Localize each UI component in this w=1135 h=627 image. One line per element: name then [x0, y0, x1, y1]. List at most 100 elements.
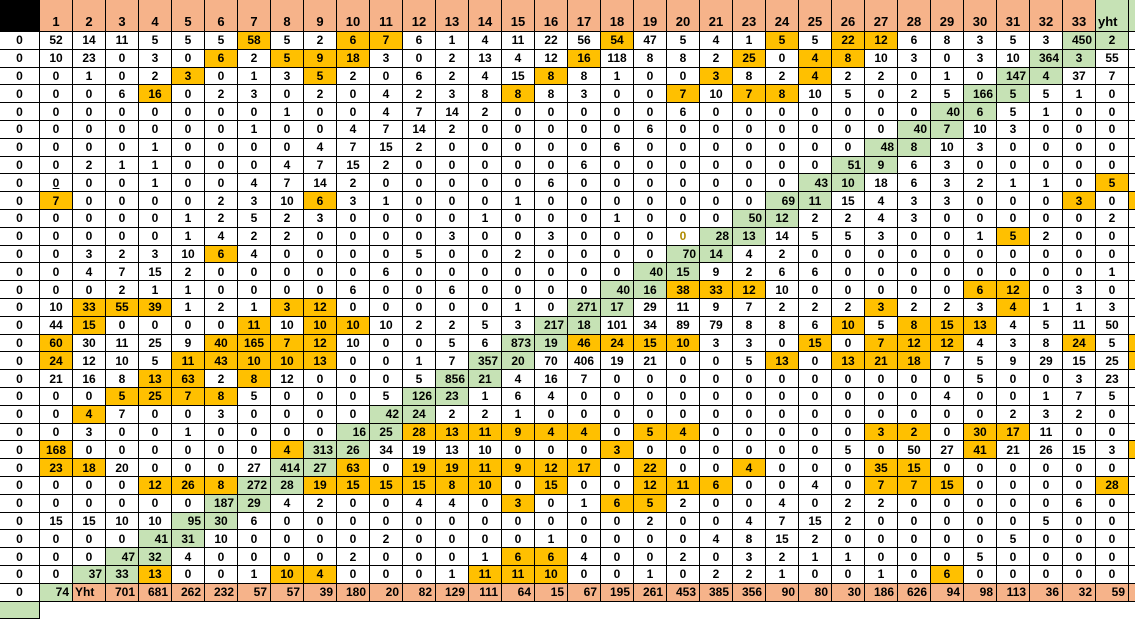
table-cell[interactable]: 59 [1129, 441, 1135, 460]
table-cell[interactable]: 6 [700, 476, 733, 495]
row-header[interactable]: 29 [238, 494, 271, 513]
table-cell[interactable]: 0 [172, 49, 205, 68]
table-cell[interactable]: 0 [304, 423, 337, 442]
table-cell[interactable]: 0 [568, 405, 601, 424]
table-cell[interactable]: 0 [73, 281, 106, 299]
table-cell[interactable]: 0 [1030, 156, 1063, 175]
column-total-cell[interactable]: 98 [964, 583, 997, 602]
table-cell[interactable]: 0 [1030, 138, 1063, 157]
table-cell[interactable]: 2 [832, 209, 865, 228]
table-cell[interactable]: 3 [898, 49, 931, 68]
table-cell[interactable]: 0 [337, 405, 370, 424]
table-cell[interactable]: 4 [436, 494, 469, 513]
table-cell[interactable]: 0 [1063, 565, 1096, 584]
table-cell[interactable]: 6 [799, 316, 832, 335]
column-header[interactable]: 12 [403, 0, 436, 32]
table-cell[interactable]: 0 [403, 512, 436, 531]
table-cell[interactable]: 0 [1030, 494, 1063, 513]
table-cell[interactable]: 0 [0, 281, 40, 299]
table-cell[interactable]: 0 [865, 370, 898, 388]
table-cell[interactable]: 0 [865, 387, 898, 406]
row-header[interactable]: 6 [964, 103, 997, 121]
table-cell[interactable]: 0 [1096, 530, 1129, 549]
table-cell[interactable]: 0 [370, 370, 403, 388]
table-cell[interactable]: 0 [370, 245, 403, 264]
table-cell[interactable]: 0 [700, 156, 733, 175]
row-total-cell[interactable]: 414 [271, 459, 304, 477]
table-cell[interactable]: 2 [436, 120, 469, 139]
table-cell[interactable]: 2 [238, 227, 271, 246]
table-cell[interactable]: 0 [370, 209, 403, 228]
table-cell[interactable]: 0 [997, 476, 1030, 495]
table-cell[interactable]: 1 [601, 67, 634, 86]
table-cell[interactable]: 0 [436, 512, 469, 531]
table-cell[interactable]: 0 [40, 530, 73, 549]
table-cell[interactable]: 9 [304, 49, 337, 68]
table-cell[interactable]: 0 [634, 85, 667, 104]
table-cell[interactable]: 0 [0, 476, 40, 495]
table-cell[interactable]: 12 [634, 476, 667, 495]
table-cell[interactable]: 7 [370, 32, 403, 50]
table-cell[interactable]: 5 [799, 32, 832, 50]
table-cell[interactable]: 0 [733, 370, 766, 388]
table-cell[interactable]: 4 [568, 423, 601, 442]
table-cell[interactable]: 2 [238, 49, 271, 68]
table-cell[interactable]: 0 [139, 316, 172, 335]
table-cell[interactable]: 1 [172, 281, 205, 299]
table-cell[interactable]: 0 [1096, 459, 1129, 477]
table-cell[interactable]: 0 [898, 530, 931, 549]
column-header[interactable]: 19 [634, 0, 667, 32]
column-total-cell[interactable]: 262 [172, 583, 205, 602]
table-cell[interactable]: 0 [502, 530, 535, 549]
column-total-cell[interactable]: 701 [106, 583, 139, 602]
column-header[interactable]: 32 [1030, 0, 1063, 32]
table-cell[interactable]: 0 [733, 387, 766, 406]
table-cell[interactable]: 0 [733, 174, 766, 193]
column-total-cell[interactable]: 59 [1096, 583, 1129, 602]
table-cell[interactable]: 24 [601, 334, 634, 353]
table-cell[interactable]: 3 [931, 156, 964, 175]
table-cell[interactable]: 5 [766, 32, 799, 50]
table-cell[interactable]: 7 [667, 85, 700, 104]
table-cell[interactable]: 7 [865, 334, 898, 353]
table-cell[interactable]: 0 [832, 459, 865, 477]
table-cell[interactable]: 8 [733, 316, 766, 335]
table-cell[interactable]: 0 [205, 423, 238, 442]
table-cell[interactable]: 15 [799, 512, 832, 531]
table-cell[interactable]: 35 [865, 459, 898, 477]
table-cell[interactable]: 0 [964, 530, 997, 549]
table-cell[interactable]: 0 [0, 120, 40, 139]
column-header[interactable]: 29 [931, 0, 964, 32]
table-cell[interactable]: 1 [799, 548, 832, 566]
table-cell[interactable]: 21 [634, 352, 667, 371]
table-cell[interactable]: 3 [139, 49, 172, 68]
table-cell[interactable]: 37 [1063, 67, 1096, 86]
table-cell[interactable]: 0 [271, 245, 304, 264]
column-total-cell[interactable]: 39 [304, 583, 337, 602]
table-cell[interactable]: 10 [172, 245, 205, 264]
table-cell[interactable]: 0 [766, 441, 799, 460]
table-cell[interactable]: 0 [337, 352, 370, 371]
table-cell[interactable]: 6 [403, 67, 436, 86]
table-cell[interactable]: 0 [931, 530, 964, 549]
table-cell[interactable]: 0 [964, 156, 997, 175]
table-cell[interactable]: 5 [238, 209, 271, 228]
table-cell[interactable]: 0 [964, 512, 997, 531]
column-header[interactable]: 5 [172, 0, 205, 32]
table-cell[interactable]: 0 [634, 405, 667, 424]
table-cell[interactable]: 18 [898, 352, 931, 371]
table-cell[interactable]: 1 [469, 548, 502, 566]
table-cell[interactable]: 15 [370, 138, 403, 157]
table-cell[interactable]: 0 [931, 49, 964, 68]
table-cell[interactable]: 2 [931, 298, 964, 317]
table-cell[interactable]: 0 [40, 548, 73, 566]
table-cell[interactable]: 6 [667, 103, 700, 121]
table-cell[interactable]: 3 [964, 32, 997, 50]
table-cell[interactable]: 8 [667, 49, 700, 68]
table-cell[interactable]: 0 [337, 85, 370, 104]
column-total-cell[interactable]: 30 [832, 583, 865, 602]
table-cell[interactable]: 2 [73, 156, 106, 175]
table-cell[interactable]: 6 [601, 494, 634, 513]
table-cell[interactable]: 2 [1096, 209, 1129, 228]
table-cell[interactable]: 2 [304, 85, 337, 104]
